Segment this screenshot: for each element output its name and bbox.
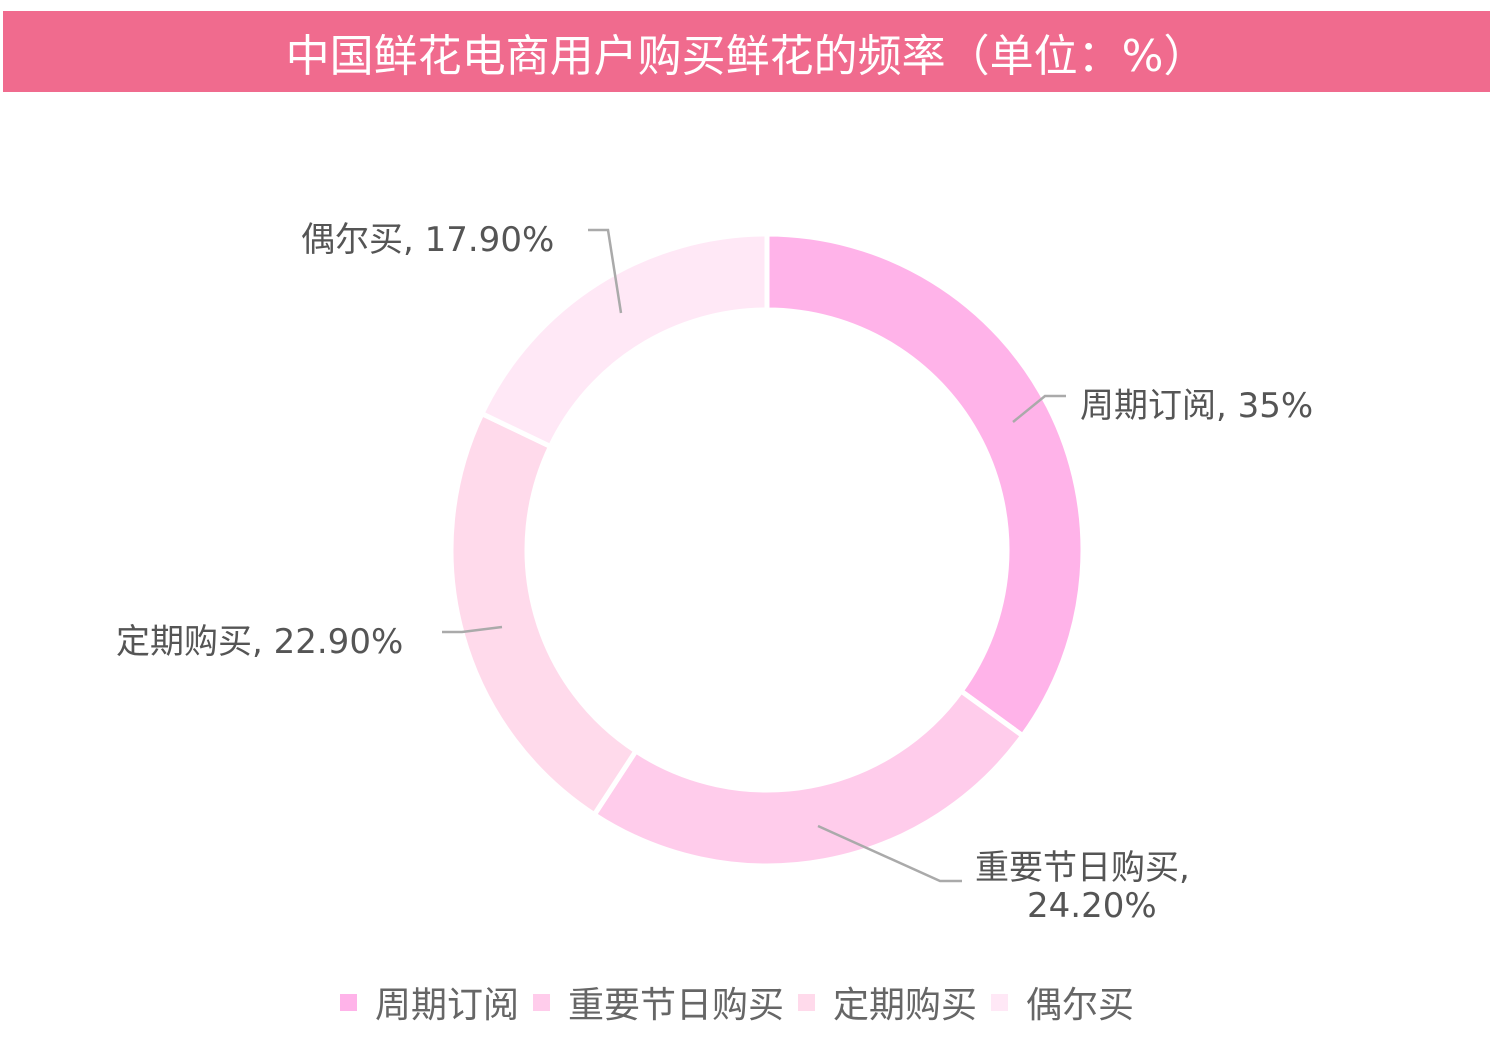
legend-item-定期购买[interactable]: 定期购买 — [798, 976, 977, 1028]
legend-swatch — [798, 993, 816, 1011]
legend-item-周期订阅[interactable]: 周期订阅 — [340, 976, 519, 1028]
data-label-定期购买: 定期购买, 22.90% — [116, 622, 404, 662]
data-label-重要节日购买: 重要节日购买, — [975, 848, 1190, 888]
legend-swatch — [533, 993, 551, 1011]
data-label-偶尔买: 偶尔买, 17.90% — [301, 220, 555, 260]
data-label-重要节日购买-value: 24.20% — [1027, 886, 1157, 926]
leader-line-重要节日购买 — [817, 824, 962, 883]
legend-swatch — [340, 993, 357, 1011]
legend-label: 重要节日购买 — [568, 985, 785, 1026]
legend-label: 定期购买 — [833, 985, 978, 1026]
donut-slice-偶尔买[interactable] — [478, 231, 770, 450]
donut-slice-周期订阅[interactable] — [764, 231, 1086, 740]
donut-slice-重要节日购买[interactable] — [590, 687, 1027, 869]
legend: 周期订阅 重要节日购买 定期购买 偶尔买 — [340, 976, 1148, 1028]
donut-slice-定期购买[interactable] — [448, 410, 640, 819]
leader-line-偶尔买 — [588, 228, 623, 314]
legend-item-偶尔买[interactable]: 偶尔买 — [991, 976, 1134, 1028]
legend-label: 周期订阅 — [375, 985, 520, 1026]
legend-swatch — [991, 993, 1009, 1011]
legend-label: 偶尔买 — [1026, 985, 1135, 1026]
leader-line-周期订阅 — [1012, 394, 1066, 423]
legend-item-重要节日购买[interactable]: 重要节日购买 — [533, 976, 784, 1028]
chart-title: 中国鲜花电商用户购买鲜花的频率（单位：%） — [3, 11, 1490, 92]
data-label-周期订阅: 周期订阅, 35% — [1080, 386, 1314, 426]
leader-line-定期购买 — [442, 625, 503, 634]
